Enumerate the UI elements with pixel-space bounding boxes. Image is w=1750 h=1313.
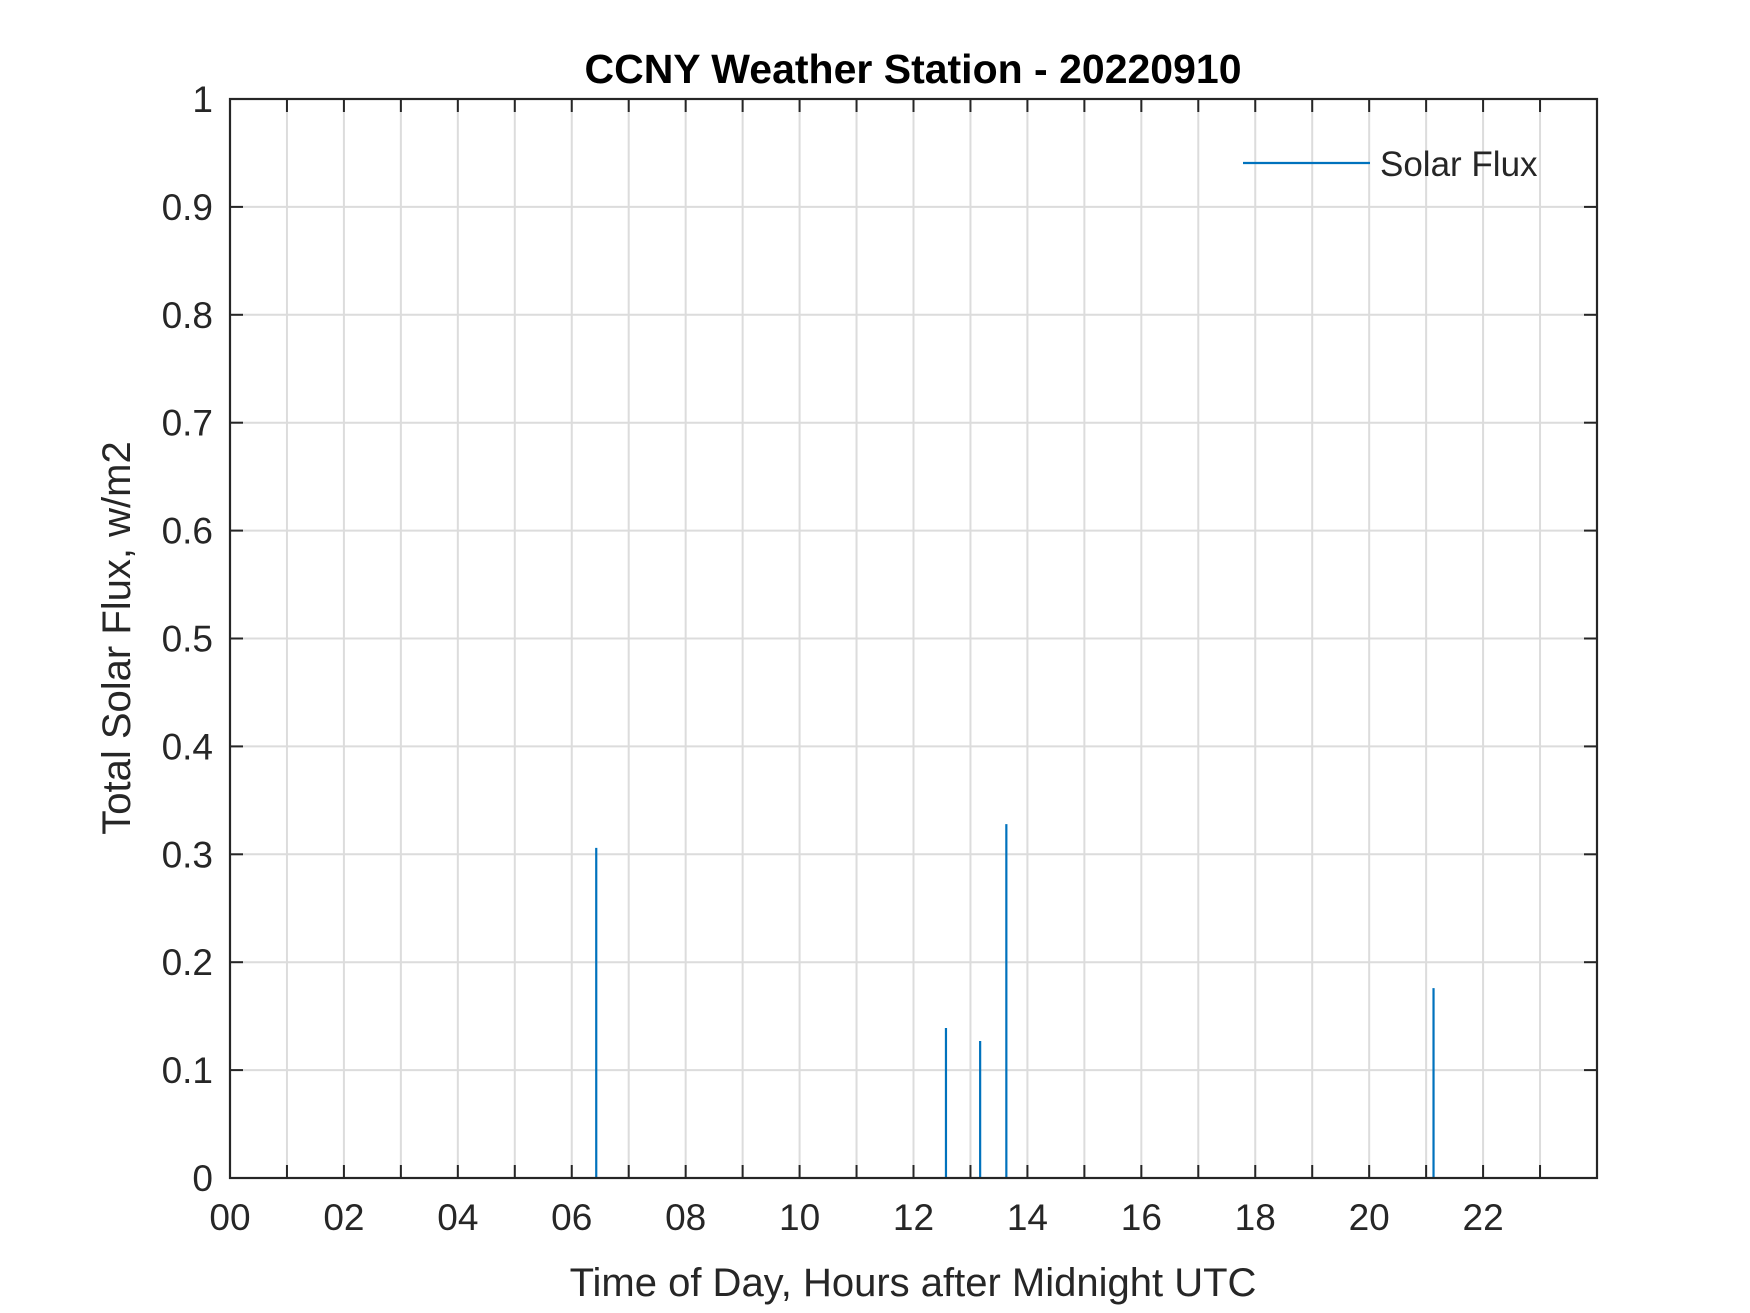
x-tick-labels: 00 02 04 06 08 10 12 14 16 18 20 22	[209, 1197, 1503, 1238]
grid-lines	[230, 99, 1597, 1178]
x-tick-label: 06	[551, 1197, 592, 1238]
x-tick-label: 04	[437, 1197, 478, 1238]
legend: Solar Flux	[1243, 145, 1538, 184]
y-tick-label: 0.2	[162, 942, 213, 983]
tick-marks	[230, 99, 1597, 1178]
chart-title: CCNY Weather Station - 20220910	[584, 46, 1241, 92]
y-tick-label: 0.4	[162, 726, 213, 767]
y-tick-labels: 0 0.1 0.2 0.3 0.4 0.5 0.6 0.7 0.8 0.9 1	[162, 79, 213, 1199]
x-tick-label: 08	[665, 1197, 706, 1238]
legend-label-solar-flux: Solar Flux	[1380, 145, 1538, 184]
y-tick-label: 0.9	[162, 187, 213, 228]
plot-frame	[228, 97, 1599, 1180]
x-tick-label: 12	[893, 1197, 934, 1238]
y-tick-label: 0.5	[162, 619, 213, 660]
x-axis-label: Time of Day, Hours after Midnight UTC	[570, 1261, 1257, 1305]
x-tick-label: 14	[1007, 1197, 1048, 1238]
y-tick-label: 0.8	[162, 295, 213, 336]
y-axis-label: Total Solar Flux, w/m2	[95, 441, 139, 834]
x-tick-label: 16	[1121, 1197, 1162, 1238]
y-tick-label: 0.1	[162, 1050, 213, 1091]
y-tick-label: 1	[192, 79, 213, 120]
x-tick-label: 20	[1349, 1197, 1390, 1238]
series-marks	[595, 824, 1435, 1178]
y-tick-label: 0.7	[162, 403, 213, 444]
y-tick-label: 0	[192, 1158, 213, 1199]
x-tick-label: 18	[1235, 1197, 1276, 1238]
y-tick-label: 0.3	[162, 834, 213, 875]
x-tick-label: 10	[779, 1197, 820, 1238]
y-tick-label: 0.6	[162, 511, 213, 552]
x-tick-label: 22	[1463, 1197, 1504, 1238]
x-tick-label: 02	[323, 1197, 364, 1238]
x-tick-label: 00	[209, 1197, 250, 1238]
